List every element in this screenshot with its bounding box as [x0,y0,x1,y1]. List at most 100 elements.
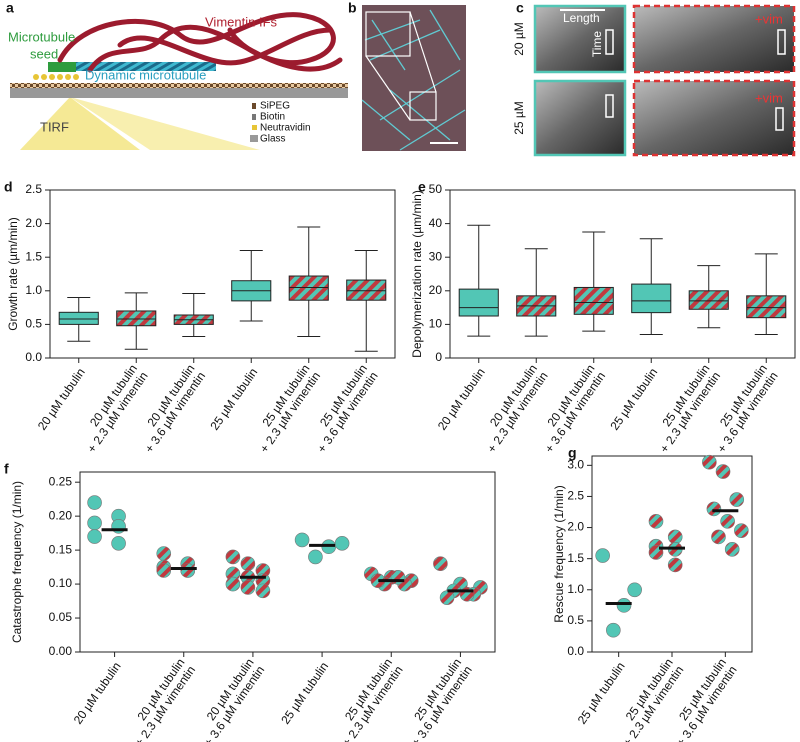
vimentin-filaments [57,12,343,73]
legend-entry: Glass [260,134,286,145]
x-tick-label: 25 µM tubulin [278,660,331,727]
legend: SiPEG Biotin Neutravidin Glass [250,101,311,145]
y-axis-label: Growth rate (µm/min) [6,217,20,331]
x-tick-label: 20 µM tubulin [435,366,488,433]
dot [667,529,683,545]
panel-label: e [418,179,426,195]
y-tick-label: 40 [429,216,443,230]
dot [595,548,610,563]
x-tick-label-line: 20 µM tubulin [71,660,124,727]
label: Vimentin IFs [205,14,278,29]
box [288,275,329,301]
dot [606,622,621,638]
y-tick-label: 0.5 [567,613,584,627]
charts: d 0.0 0.5 1.0 1.5 2.0 2.5 Growth rate (µm/min) 2… [4,179,796,742]
y-tick-label: 0.0 [25,350,42,364]
y-axis-label: Catastrophe frequency (1/min) [10,481,24,643]
y-tick-label: 1.0 [25,283,42,297]
x-tick-label: 25 µM tubulin+ 3.6 µM vimentin [409,656,475,742]
x-tick-label: 20 µM tubulin [71,660,124,727]
label: Microtubule [8,29,75,44]
kymograph [632,79,796,157]
panel-c: c 20 µM 25 µM Length Time +vim +vim [512,0,796,157]
x-tick-label: 20 µM tubulin+ 2.3 µM vimentin [132,656,198,742]
zoom-box [365,11,437,121]
dot [225,549,241,565]
dot [156,546,172,561]
dot [390,569,406,585]
tirf-beam [20,97,140,150]
seed [48,62,76,72]
dot [715,464,731,479]
y-tick-label: 1.0 [567,582,584,596]
dot [702,454,717,470]
box [116,310,157,327]
chart: d 0.0 0.5 1.0 1.5 2.0 2.5 Growth rate (µm/min) 2… [4,179,396,455]
dot [87,529,102,544]
x-tick-label-line: 25 µM tubulin [575,660,628,727]
x-tick-label: 25 µM tubulin+ 2.3 µM vimentin [340,656,406,742]
dot [439,590,455,605]
kymograph [632,4,796,74]
panel-b: b [348,0,466,151]
y-tick-label: 2.0 [567,520,584,534]
box [631,283,672,314]
y-tick-label: 0.05 [49,610,73,624]
legend-entry: Biotin [260,112,285,123]
dot [720,514,735,529]
panel-label: f [4,461,9,477]
box [746,295,787,319]
dot [156,563,172,578]
plot-frame [49,189,396,359]
microtubule [76,62,216,71]
y-tick-label: 0.20 [49,508,73,522]
y-tick-label: 0.5 [25,317,42,331]
y-tick-label: 0.25 [49,474,73,488]
microtubules [361,9,466,151]
dot [729,492,745,507]
label: seed [30,46,58,61]
x-tick-label-line: 20 µM tubulin [435,366,488,433]
label: Length [563,11,600,25]
dot [724,542,740,557]
y-tick-label: 0 [435,350,442,364]
dot [111,519,126,534]
box [458,288,499,317]
panel-label: c [516,0,524,16]
dot [627,582,642,598]
y-axis-label: Depolymerization rate (µm/min) [410,190,424,358]
y-tick-label: 2.5 [25,182,42,196]
dot [667,557,683,573]
dot [87,495,102,510]
dot [180,563,196,578]
y-tick-label: 2.0 [25,216,42,230]
legend-entry: Neutravidin [260,123,311,134]
x-tick-label-line: 25 µM tubulin [278,660,331,727]
y-tick-label: 2.5 [567,489,584,503]
label: TIRF [40,119,69,134]
micrograph [362,5,466,151]
y-tick-label: 50 [429,182,443,196]
scale-bar [605,29,614,55]
dot [240,580,256,595]
dot [706,501,722,517]
y-tick-label: 0.15 [49,542,73,556]
panel-a: a Vimentin IFs Microtubule seed Dynamic … [6,0,348,150]
dot [240,556,256,571]
dot [225,576,241,592]
neutravidin [33,74,79,80]
x-tick-label: 25 µM tubulin [207,366,260,433]
x-tick-label: 25 µM tubulin [607,366,660,433]
y-tick-label: 1.5 [25,249,42,263]
dot [87,515,102,531]
box [346,279,387,301]
glass [10,88,348,98]
scale-bar [605,94,614,118]
panel-label: a [6,0,14,16]
dot [711,529,726,545]
sipeg-layer [10,83,348,88]
y-axis-label: Rescue frequency (1/min) [552,485,566,622]
box [688,290,729,310]
